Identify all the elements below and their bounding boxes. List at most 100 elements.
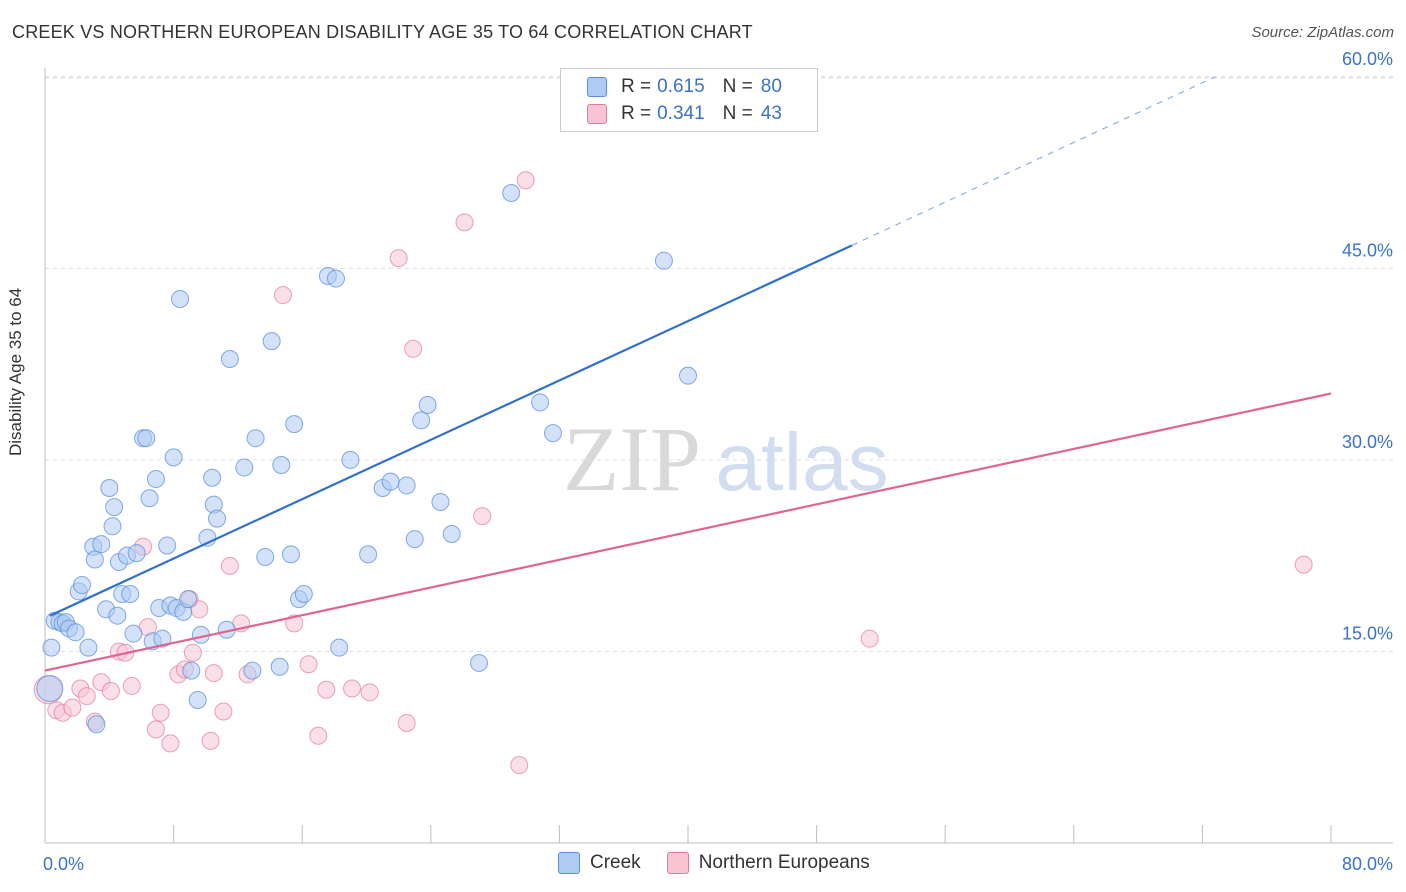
point-northern bbox=[214, 702, 233, 721]
point-northern bbox=[343, 679, 362, 698]
point-creek bbox=[72, 576, 91, 595]
point-creek bbox=[203, 468, 222, 487]
point-creek bbox=[208, 509, 227, 528]
tick-labels: 15.0% 30.0% 45.0% 60.0% 0.0% 80.0% bbox=[43, 49, 1393, 874]
watermark-atlas: atlas bbox=[715, 417, 888, 508]
point-northern bbox=[404, 339, 423, 358]
watermark: ZIP atlas bbox=[563, 408, 889, 510]
point-creek bbox=[188, 690, 207, 709]
point-creek bbox=[326, 269, 345, 288]
point-creek bbox=[92, 535, 111, 554]
point-creek bbox=[262, 332, 281, 351]
point-creek bbox=[127, 544, 146, 563]
point-creek bbox=[679, 366, 697, 385]
point-creek bbox=[246, 429, 265, 448]
bottom-legend-swatch-creek bbox=[558, 852, 580, 874]
point-creek bbox=[341, 450, 360, 469]
point-creek bbox=[502, 184, 521, 203]
y-axis-label: Disability Age 35 to 64 bbox=[6, 287, 25, 456]
legend-row-creek: R = 0.615 N = 80 bbox=[587, 75, 782, 99]
bottom-legend-label-northern: Northern Europeans bbox=[698, 852, 870, 873]
point-northern bbox=[397, 713, 416, 732]
legend-n-value: 80 bbox=[760, 76, 782, 97]
point-northern bbox=[299, 655, 318, 674]
bottom-legend-swatch-northern bbox=[666, 852, 689, 874]
trend-creek bbox=[49, 244, 853, 617]
point-northern bbox=[510, 756, 529, 775]
watermark-zip: ZIP bbox=[563, 408, 701, 510]
trend-northern bbox=[44, 392, 1332, 672]
point-creek bbox=[66, 623, 85, 642]
point-creek bbox=[182, 661, 201, 680]
point-northern bbox=[204, 664, 223, 683]
point-creek bbox=[171, 289, 190, 308]
point-creek bbox=[418, 395, 437, 414]
point-creek bbox=[137, 429, 156, 448]
point-northern bbox=[63, 698, 82, 717]
point-creek bbox=[359, 545, 378, 564]
point-creek bbox=[281, 545, 300, 564]
y-tick-label: 30.0% bbox=[1342, 432, 1393, 452]
point-creek bbox=[79, 638, 98, 657]
point-creek bbox=[42, 638, 61, 657]
trend-creek-extension bbox=[851, 76, 1216, 246]
point-creek bbox=[158, 536, 177, 555]
point-creek bbox=[272, 456, 291, 475]
bottom-legend-northern: Northern Europeans bbox=[666, 852, 870, 874]
legend-r-label: R = bbox=[621, 76, 652, 97]
point-creek bbox=[146, 470, 165, 489]
series-creek-points bbox=[36, 108, 778, 734]
point-creek bbox=[654, 251, 673, 270]
point-northern bbox=[273, 286, 292, 305]
legend-r-value: 0.341 bbox=[657, 103, 705, 124]
point-northern bbox=[161, 734, 180, 753]
point-creek bbox=[235, 458, 254, 477]
point-northern bbox=[101, 682, 120, 701]
point-northern bbox=[309, 726, 328, 745]
gridlines bbox=[45, 76, 1393, 652]
bottom-legend-creek: Creek bbox=[558, 852, 641, 874]
legend-swatch-creek bbox=[587, 77, 607, 97]
point-northern bbox=[860, 629, 879, 648]
point-creek bbox=[85, 550, 104, 569]
point-creek bbox=[397, 476, 416, 495]
point-creek bbox=[470, 653, 489, 672]
legend-n-label: N = bbox=[722, 103, 753, 124]
point-northern bbox=[317, 680, 336, 699]
source-label: Source: ZipAtlas.com bbox=[1251, 24, 1394, 41]
point-northern bbox=[77, 687, 96, 706]
point-creek bbox=[100, 478, 119, 497]
point-creek bbox=[285, 415, 304, 434]
point-northern bbox=[183, 643, 202, 662]
point-northern bbox=[285, 614, 304, 633]
point-creek bbox=[531, 393, 550, 412]
legend-n-label: N = bbox=[722, 76, 753, 97]
legend: R = 0.615 N = 80 R = 0.341 N = 43 bbox=[560, 68, 818, 132]
point-creek bbox=[121, 584, 140, 603]
point-creek bbox=[153, 629, 172, 648]
point-creek bbox=[270, 657, 289, 676]
trend-lines bbox=[44, 76, 1332, 672]
point-creek bbox=[243, 661, 262, 680]
legend-r-label: R = bbox=[621, 103, 652, 124]
point-creek bbox=[543, 424, 562, 443]
point-creek bbox=[412, 411, 431, 430]
bottom-legend: Creek Northern Europeans bbox=[558, 852, 896, 874]
y-tick-label: 15.0% bbox=[1342, 623, 1393, 643]
legend-row-northern: R = 0.341 N = 43 bbox=[587, 102, 782, 126]
point-creek bbox=[442, 524, 461, 543]
point-creek bbox=[105, 498, 124, 517]
legend-n-value: 43 bbox=[760, 103, 782, 124]
axes bbox=[44, 68, 1393, 844]
legend-r-value: 0.615 bbox=[657, 76, 705, 97]
point-creek bbox=[164, 448, 183, 467]
point-creek bbox=[381, 472, 400, 491]
point-northern bbox=[516, 171, 535, 190]
point-northern bbox=[122, 676, 141, 695]
point-creek bbox=[220, 350, 239, 369]
point-creek bbox=[256, 547, 275, 566]
point-creek bbox=[179, 590, 198, 609]
point-northern bbox=[201, 731, 220, 750]
point-northern bbox=[389, 249, 408, 268]
